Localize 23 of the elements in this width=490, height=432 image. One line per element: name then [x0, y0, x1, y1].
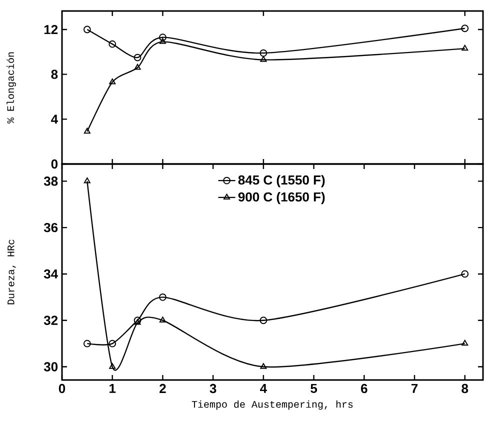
legend-label: 845 C (1550 F)	[238, 175, 325, 188]
y-axis-title: Dureza, HRc	[8, 240, 16, 304]
y-tick-label: 32	[44, 316, 58, 325]
y-tick-label: 38	[44, 176, 58, 186]
x-tick-label: 0	[58, 384, 66, 394]
y-tick-label: 4	[51, 114, 58, 124]
x-tick-label: 2	[160, 384, 166, 394]
x-tick-label: 8	[462, 384, 468, 394]
x-tick-label: 5	[310, 384, 318, 394]
x-tick-label: 3	[210, 384, 216, 394]
x-tick-label: 4	[260, 384, 267, 393]
x-axis-title: Tiempo de Austempering, hrs	[192, 400, 353, 410]
x-tick-label: 7	[411, 384, 418, 393]
x-tick-label: 6	[361, 384, 368, 394]
y-tick-label: 8	[51, 70, 58, 79]
y-tick-label: 30	[44, 362, 58, 372]
y-tick-label: 36	[44, 222, 58, 232]
legend-label: 900 C (1650 F)	[238, 192, 325, 204]
y-axis-title: % Elongación	[6, 52, 16, 124]
x-tick-label: 1	[110, 384, 116, 393]
y-tick-label: 34	[44, 269, 58, 279]
y-tick-label: 12	[44, 24, 58, 34]
y-tick-label: 0	[51, 159, 58, 169]
